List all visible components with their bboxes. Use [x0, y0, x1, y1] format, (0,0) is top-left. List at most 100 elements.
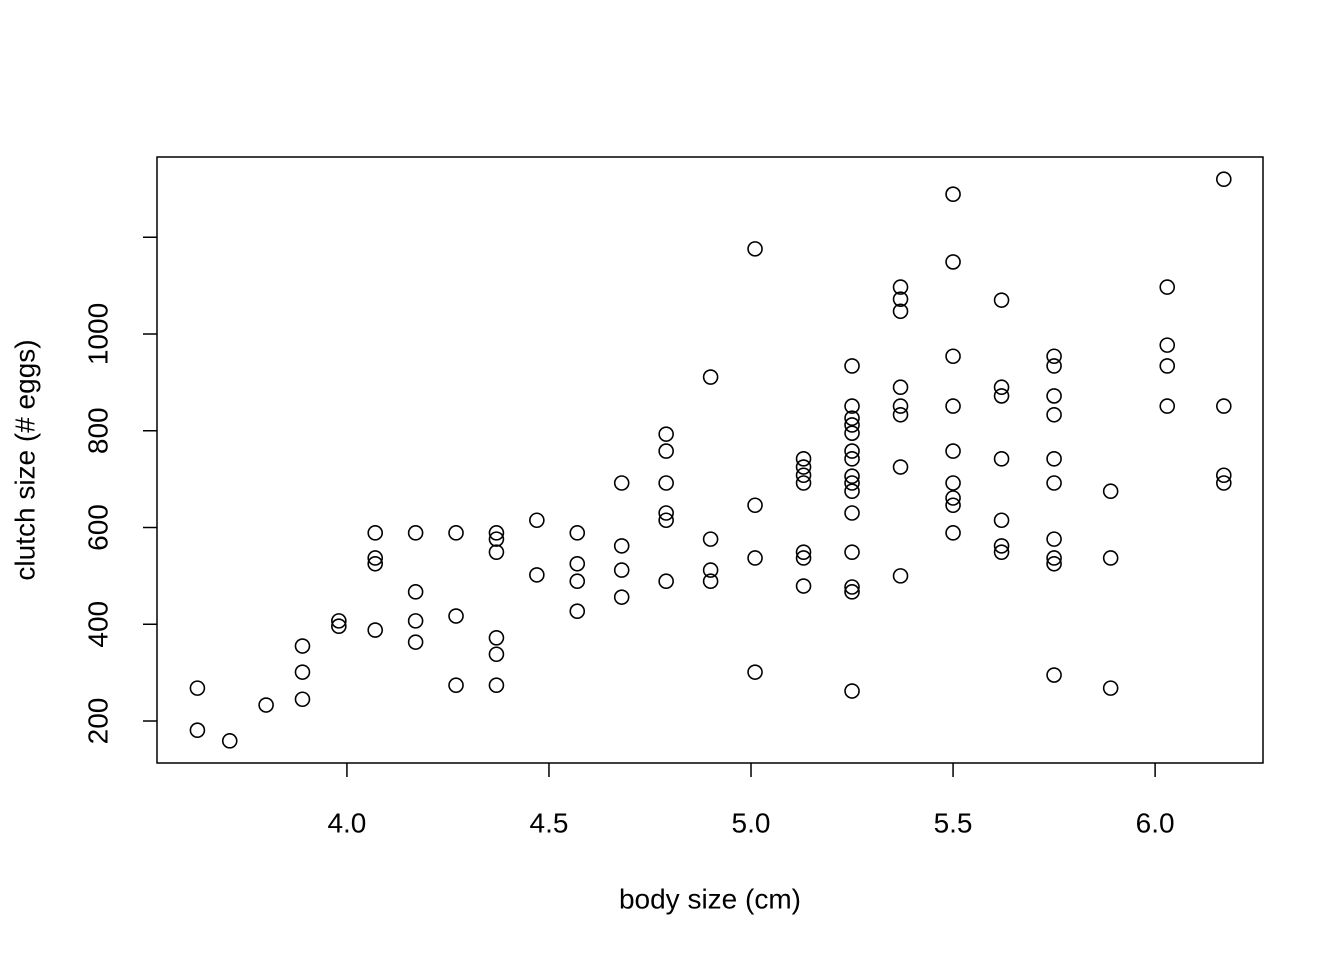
point	[189, 722, 206, 739]
point	[1046, 667, 1062, 683]
point	[658, 475, 674, 491]
point	[795, 578, 812, 594]
y-tick-label: 200	[82, 698, 113, 745]
point	[448, 677, 464, 694]
point	[844, 579, 860, 595]
point	[844, 398, 860, 414]
point	[892, 406, 909, 423]
point	[1046, 550, 1062, 566]
point	[1159, 398, 1176, 414]
point	[221, 733, 238, 749]
point	[892, 568, 909, 584]
plot-frame	[156, 156, 1264, 764]
point	[795, 459, 812, 475]
point	[945, 497, 961, 514]
point	[1216, 171, 1232, 188]
point	[569, 525, 586, 541]
point	[702, 573, 719, 590]
point	[844, 475, 860, 491]
x-axis-title: body size (cm)	[619, 883, 801, 914]
point	[844, 417, 860, 433]
point	[993, 451, 1010, 467]
point	[1216, 467, 1232, 484]
point	[844, 443, 860, 459]
x-tick-label: 5.0	[732, 807, 771, 838]
point	[367, 550, 384, 566]
point	[1159, 279, 1176, 295]
point	[844, 451, 860, 467]
point	[448, 525, 464, 541]
point	[702, 562, 719, 578]
point	[993, 388, 1010, 404]
point	[844, 683, 860, 699]
point	[613, 538, 630, 554]
point	[945, 348, 961, 365]
point	[189, 680, 206, 696]
point	[747, 497, 763, 514]
point	[747, 664, 763, 680]
point	[407, 634, 424, 650]
point	[844, 425, 860, 441]
point	[945, 254, 961, 270]
point	[747, 550, 763, 566]
point	[844, 483, 860, 500]
x-tick-label: 4.0	[327, 807, 366, 838]
point	[945, 525, 961, 541]
point	[367, 525, 384, 541]
point	[795, 544, 812, 560]
point	[658, 426, 674, 442]
point	[569, 555, 586, 572]
point	[258, 697, 274, 713]
x-tick-label: 5.5	[934, 807, 973, 838]
point	[795, 475, 812, 491]
point	[294, 691, 311, 708]
point	[844, 410, 860, 426]
point	[407, 613, 424, 629]
point	[1046, 358, 1062, 374]
point	[1159, 358, 1176, 374]
point	[795, 451, 812, 467]
point	[892, 291, 909, 307]
point	[448, 608, 464, 624]
y-axis-title: clutch size (# eggs)	[9, 339, 40, 580]
point	[407, 584, 424, 600]
y-tick-label: 600	[82, 504, 113, 551]
point	[892, 379, 909, 396]
point	[993, 292, 1010, 308]
point	[702, 531, 719, 547]
point	[945, 443, 961, 459]
point	[747, 241, 763, 257]
point	[1102, 680, 1119, 696]
point	[1102, 550, 1119, 566]
point	[407, 525, 424, 541]
point	[844, 358, 860, 374]
point	[1102, 483, 1119, 500]
point	[367, 555, 384, 572]
point	[844, 468, 860, 485]
point	[658, 573, 674, 590]
point	[294, 664, 311, 680]
point	[367, 622, 384, 638]
y-tick-label: 800	[82, 407, 113, 454]
point	[613, 562, 630, 578]
point	[1216, 475, 1232, 491]
point	[1216, 398, 1232, 414]
point	[1046, 348, 1062, 365]
point	[488, 544, 505, 560]
point	[702, 369, 719, 385]
point	[331, 613, 347, 629]
point	[488, 531, 505, 547]
y-tick-label: 1000	[82, 303, 113, 365]
point	[844, 505, 860, 521]
x-tick-label: 6.0	[1136, 807, 1175, 838]
point	[569, 603, 586, 619]
point	[795, 467, 812, 484]
point	[1046, 451, 1062, 467]
point	[993, 379, 1010, 396]
point	[993, 512, 1010, 529]
point	[945, 490, 961, 506]
point	[993, 544, 1010, 560]
point	[658, 505, 674, 521]
